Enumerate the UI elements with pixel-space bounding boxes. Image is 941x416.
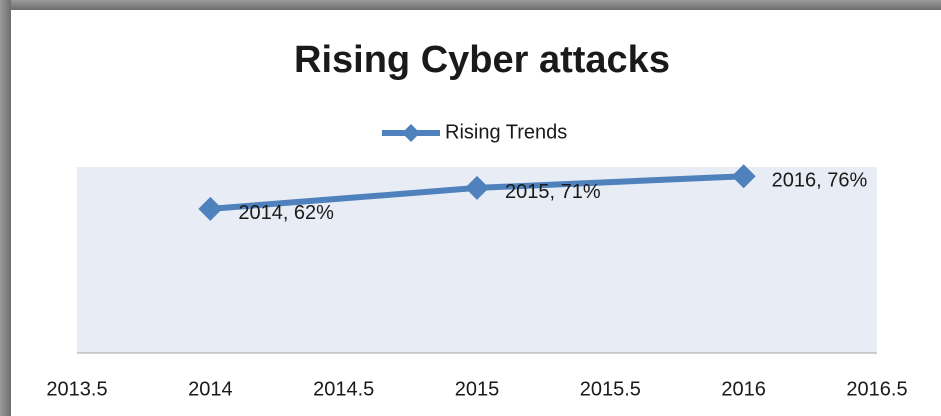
point-marker — [465, 175, 489, 200]
x-tick-label: 2014.5 — [313, 378, 374, 400]
frame-left — [0, 0, 11, 416]
frame-top — [0, 0, 941, 10]
data-label: 2016, 76% — [772, 170, 868, 192]
point-marker — [198, 196, 223, 221]
x-tick-label: 2015.5 — [580, 378, 641, 400]
data-label: 2014, 62% — [238, 202, 334, 224]
legend-marker — [402, 124, 420, 142]
point-marker — [731, 164, 756, 189]
x-tick-label: 2016.5 — [846, 378, 907, 400]
x-tick-label: 2013.5 — [46, 378, 107, 400]
x-tick-label: 2016 — [721, 378, 766, 400]
x-tick-label: 2014 — [188, 378, 233, 400]
data-label: 2015, 71% — [505, 181, 601, 203]
legend-label: Rising Trends — [445, 121, 567, 143]
chart-title: Rising Cyber attacks — [294, 39, 670, 81]
x-tick-label: 2015 — [455, 378, 500, 400]
